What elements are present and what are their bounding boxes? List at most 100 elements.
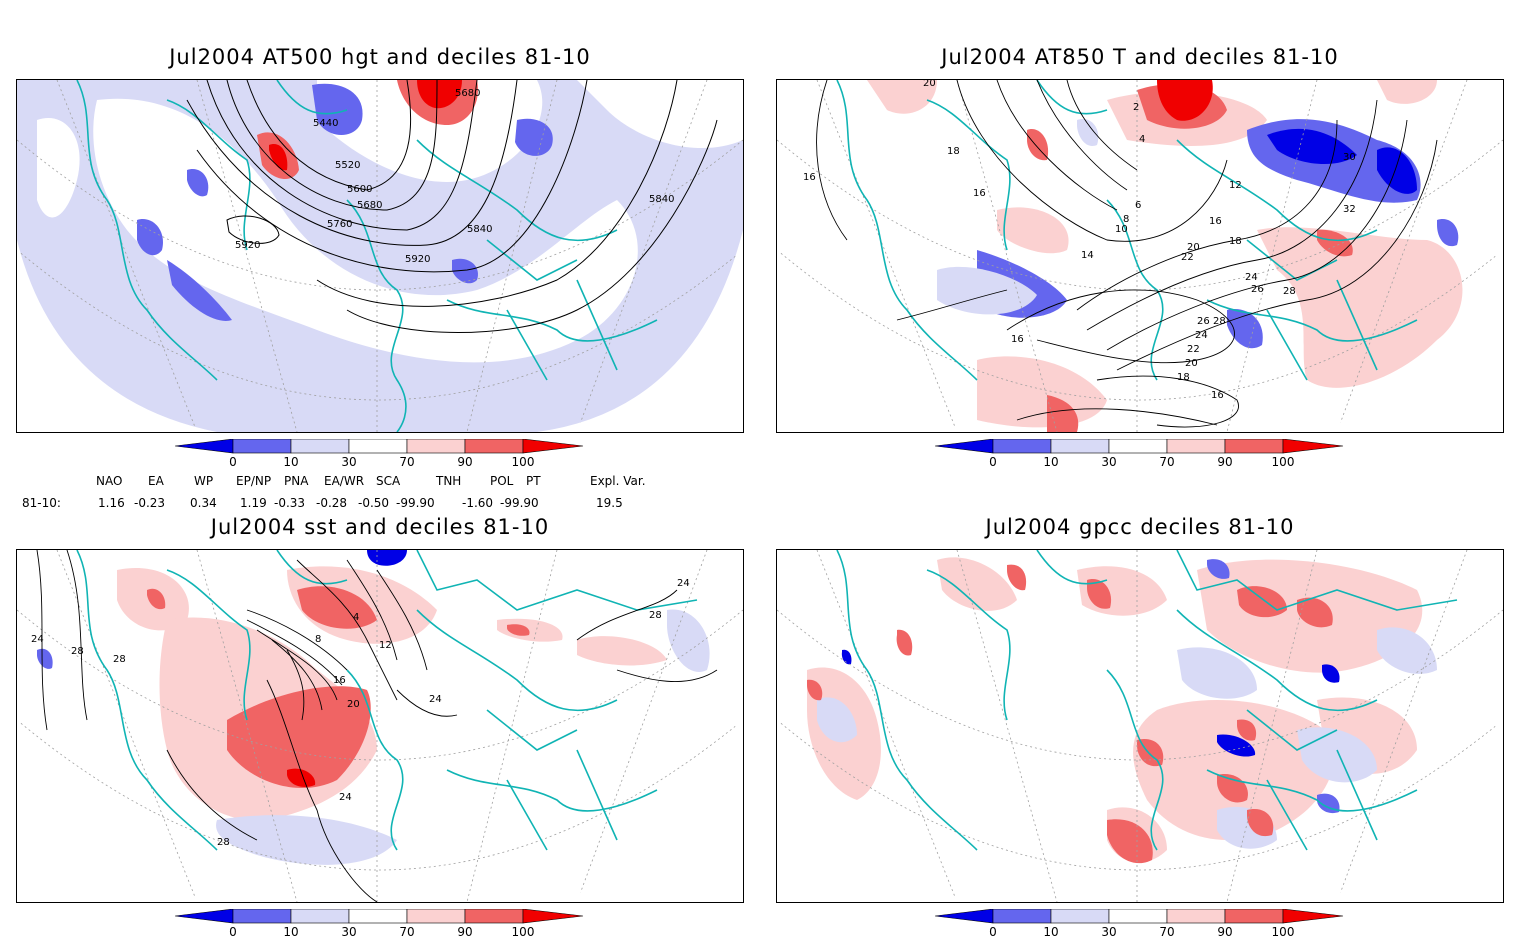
tele-value: -99.90 (396, 496, 435, 510)
contour-label: 8 (1123, 214, 1129, 225)
contour-label: 28 (217, 837, 230, 848)
panel-3-svg: 24 28 28 4 8 12 16 20 24 28 24 28 24 (17, 550, 743, 902)
panel-1-title: Jul2004 AT500 hgt and deciles 81-10 (169, 45, 591, 69)
colorbar-3: 0 10 30 70 90 100 (175, 909, 595, 949)
colorbar-tick: 10 (283, 925, 299, 939)
contour-label: 24 (429, 694, 442, 705)
contour-label: 24 (1245, 272, 1258, 283)
contour-label: 16 (1011, 334, 1024, 345)
contour-label: 18 (947, 146, 960, 157)
tele-header: WP (194, 474, 214, 488)
contour-label: 16 (973, 188, 986, 199)
tele-header: TNH (436, 474, 462, 488)
tele-header: EA (148, 474, 164, 488)
contour-label: 20 (1187, 242, 1200, 253)
contour-label: 5840 (467, 224, 492, 235)
contour-label: 20 (1185, 358, 1198, 369)
colorbar-tick: 90 (1217, 455, 1233, 469)
contour-label: 4 (353, 612, 359, 623)
colorbar-4-svg (935, 909, 1344, 924)
contour-label: 5840 (649, 194, 674, 205)
colorbar-tick: 0 (229, 925, 237, 939)
contour-label: 20 (923, 80, 936, 89)
tele-header: EP/NP (236, 474, 272, 488)
contour-label: 16 (803, 172, 816, 183)
panel-1-contour-labels: 5440 5520 5600 5680 5760 5840 5920 5920 … (235, 88, 674, 265)
contour-label: 16 (1209, 216, 1222, 227)
contour-label: 5920 (405, 254, 430, 265)
colorbar-4: 0 10 30 70 90 100 (935, 909, 1355, 949)
colorbar-tick: 100 (511, 925, 535, 939)
tele-header: POL (490, 474, 514, 488)
colorbar-tick: 100 (1271, 925, 1295, 939)
contour-label: 28 (71, 646, 84, 657)
colorbar-tick: 10 (1043, 455, 1059, 469)
contour-label: 4 (1139, 134, 1145, 145)
colorbar-tick: 10 (1043, 925, 1059, 939)
contour-label: 8 (315, 634, 321, 645)
tele-value: 19.5 (596, 496, 623, 510)
tele-value: -0.28 (316, 496, 348, 510)
contour-label: 22 (1181, 252, 1194, 263)
contour-label: 28 (649, 610, 662, 621)
contour-label: 5920 (235, 240, 260, 251)
panel-4-title: Jul2004 gpcc deciles 81-10 (985, 515, 1295, 539)
tele-header: PT (526, 474, 541, 488)
tele-value: -0.50 (358, 496, 390, 510)
contour-label: 24 (677, 578, 690, 589)
tele-value: 0.34 (190, 496, 217, 510)
colorbar-2: 0 10 30 70 90 100 (935, 439, 1355, 479)
contour-label: 5600 (347, 184, 372, 195)
tele-header: EA/WR (324, 474, 365, 488)
panel-3-title: Jul2004 sst and deciles 81-10 (210, 515, 550, 539)
colorbar-1-svg (175, 439, 584, 454)
colorbar-tick: 0 (989, 925, 997, 939)
tele-header: NAO (96, 474, 123, 488)
contour-label: 16 (333, 675, 346, 686)
contour-label: 22 (1187, 344, 1200, 355)
contour-label: 6 (1135, 200, 1141, 211)
contour-label: 5680 (357, 200, 382, 211)
panel-2-title: Jul2004 AT850 T and deciles 81-10 (941, 45, 1339, 69)
panel-2-svg: 20 18 16 16 2 4 6 8 10 12 14 16 18 20 22… (777, 80, 1503, 432)
panel-2-map: 20 18 16 16 2 4 6 8 10 12 14 16 18 20 22… (776, 79, 1504, 433)
contour-label: 32 (1343, 204, 1356, 215)
contour-label: 2 (1133, 102, 1139, 113)
panel-2-contour-labels: 20 18 16 16 2 4 6 8 10 12 14 16 18 20 22… (803, 80, 1356, 401)
colorbar-tick: 100 (511, 455, 535, 469)
panel-1-svg: 5440 5520 5600 5680 5760 5840 5920 5920 … (17, 80, 743, 432)
contour-label: 26 (1197, 316, 1210, 327)
tele-value: -0.33 (274, 496, 306, 510)
colorbar-tick: 100 (1271, 455, 1295, 469)
contour-label: 5760 (327, 219, 352, 230)
panel-4-svg (777, 550, 1503, 902)
tele-value: 1.19 (240, 496, 267, 510)
colorbar-tick: 0 (229, 455, 237, 469)
panel-3-map: 24 28 28 4 8 12 16 20 24 28 24 28 24 (16, 549, 744, 903)
colorbar-tick: 70 (1159, 925, 1175, 939)
panel-4-map (776, 549, 1504, 903)
colorbar-tick: 70 (399, 925, 415, 939)
tele-value: -0.23 (134, 496, 166, 510)
colorbar-tick: 30 (1101, 455, 1117, 469)
contour-label: 26 (1251, 284, 1264, 295)
colorbar-1: 0 10 30 70 90 100 (175, 439, 595, 479)
colorbar-tick: 10 (283, 455, 299, 469)
tele-header: Expl. Var. (590, 474, 646, 488)
contour-label: 18 (1177, 372, 1190, 383)
contour-label: 18 (1229, 236, 1242, 247)
contour-label: 20 (347, 699, 360, 710)
colorbar-tick: 90 (457, 455, 473, 469)
contour-label: 5440 (313, 118, 338, 129)
contour-label: 16 (1211, 390, 1224, 401)
tele-row-label: 81-10: (22, 496, 61, 510)
colorbar-tick: 90 (1217, 925, 1233, 939)
tele-value: -99.90 (500, 496, 539, 510)
contour-label: 10 (1115, 224, 1128, 235)
colorbar-tick: 70 (1159, 455, 1175, 469)
contour-label: 12 (1229, 180, 1242, 191)
colorbar-tick: 0 (989, 455, 997, 469)
contour-label: 24 (1195, 330, 1208, 341)
colorbar-tick: 90 (457, 925, 473, 939)
tele-value: -1.60 (462, 496, 494, 510)
